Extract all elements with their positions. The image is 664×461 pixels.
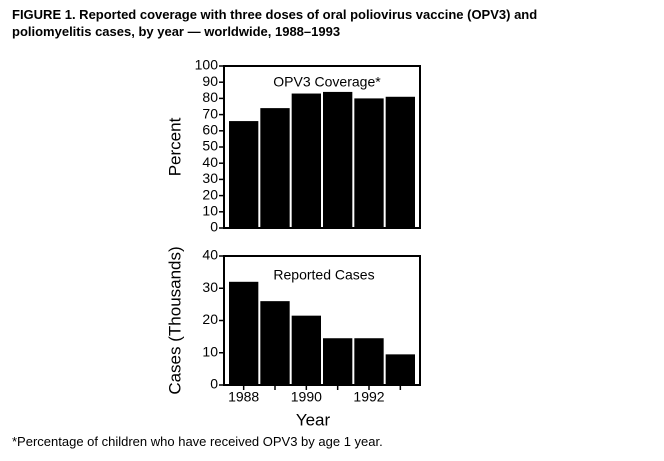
- annotation: Reported Cases: [273, 267, 374, 283]
- x-axis-label: Year: [296, 410, 331, 429]
- y-tick-label: 0: [210, 219, 218, 235]
- annotation: OPV3 Coverage*: [273, 74, 381, 90]
- footnote: *Percentage of children who have receive…: [12, 434, 383, 449]
- figure-title: poliomyelitis cases, by year — worldwide…: [12, 24, 340, 39]
- bar: [229, 281, 259, 385]
- y-axis-label: Cases (Thousands): [165, 246, 184, 394]
- y-tick-label: 30: [202, 170, 218, 186]
- y-tick-label: 30: [202, 279, 218, 295]
- y-axis-label: Percent: [165, 117, 184, 176]
- x-tick-label: 1988: [228, 389, 259, 405]
- y-tick-label: 20: [202, 186, 218, 202]
- bar: [323, 338, 353, 385]
- y-tick-label: 90: [202, 73, 218, 89]
- y-tick-label: 0: [210, 376, 218, 392]
- bar: [385, 96, 415, 228]
- y-tick-label: 50: [202, 138, 218, 154]
- y-tick-label: 100: [195, 57, 219, 73]
- y-tick-label: 20: [202, 311, 218, 327]
- y-tick-label: 80: [202, 89, 218, 105]
- x-tick-label: 1992: [353, 389, 384, 405]
- y-tick-label: 70: [202, 105, 218, 121]
- x-tick-label: 1990: [291, 389, 322, 405]
- y-tick-label: 60: [202, 122, 218, 138]
- bar: [291, 93, 321, 228]
- figure-title: FIGURE 1. Reported coverage with three d…: [12, 7, 537, 22]
- y-tick-label: 10: [202, 203, 218, 219]
- y-tick-label: 40: [202, 154, 218, 170]
- bar: [354, 338, 384, 385]
- bar: [229, 121, 259, 228]
- y-tick-label: 40: [202, 247, 218, 263]
- bar: [354, 98, 384, 229]
- y-tick-label: 10: [202, 343, 218, 359]
- bar: [260, 108, 290, 228]
- bar: [260, 301, 290, 385]
- bar: [385, 354, 415, 385]
- bar: [291, 315, 321, 385]
- bar: [323, 91, 353, 228]
